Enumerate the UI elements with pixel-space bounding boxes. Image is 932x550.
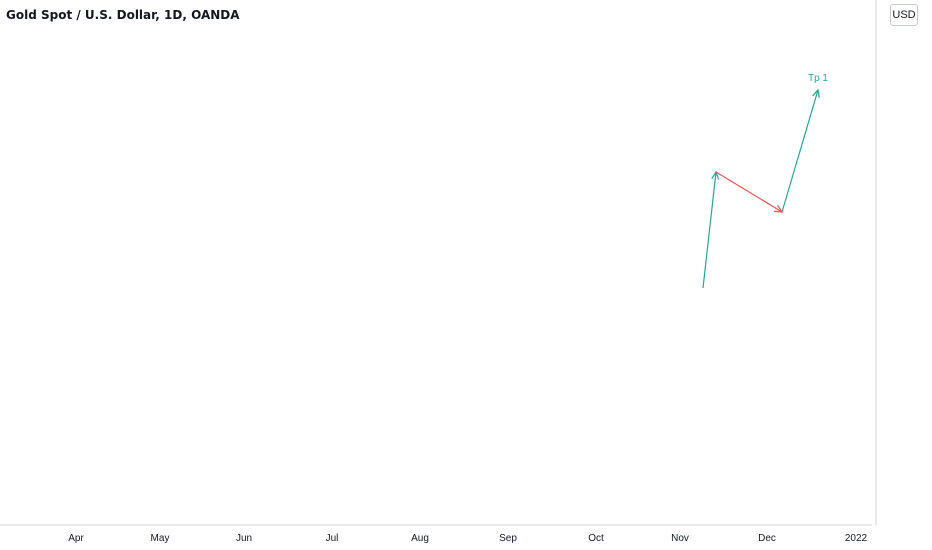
x-tick-label: 2022 bbox=[845, 533, 868, 544]
target-arrow-shaft bbox=[781, 89, 819, 213]
chart-title: Gold Spot / U.S. Dollar, 1D, OANDA bbox=[6, 8, 240, 22]
impulse-arrow bbox=[702, 170, 720, 289]
x-tick-label: Sep bbox=[499, 533, 517, 544]
x-tick-label: May bbox=[151, 533, 170, 544]
x-tick-label: Aug bbox=[411, 533, 429, 544]
impulse-arrow-shaft bbox=[702, 171, 717, 289]
x-tick-label: Jun bbox=[236, 533, 252, 544]
x-tick-label: Apr bbox=[68, 533, 84, 544]
x-tick-label: Dec bbox=[758, 533, 776, 544]
pullback-arrow bbox=[715, 171, 784, 213]
pullback-arrow-shaft bbox=[715, 171, 783, 213]
x-tick-label: Jul bbox=[326, 533, 339, 544]
x-tick-label: Oct bbox=[588, 533, 604, 544]
x-tick-label: Nov bbox=[671, 533, 689, 544]
currency-button[interactable]: USD bbox=[890, 4, 918, 26]
target-arrow-head bbox=[812, 88, 820, 98]
pullback-arrow-head bbox=[773, 204, 784, 213]
target-arrow bbox=[781, 88, 820, 213]
target-label: Tp 1 bbox=[808, 73, 828, 84]
